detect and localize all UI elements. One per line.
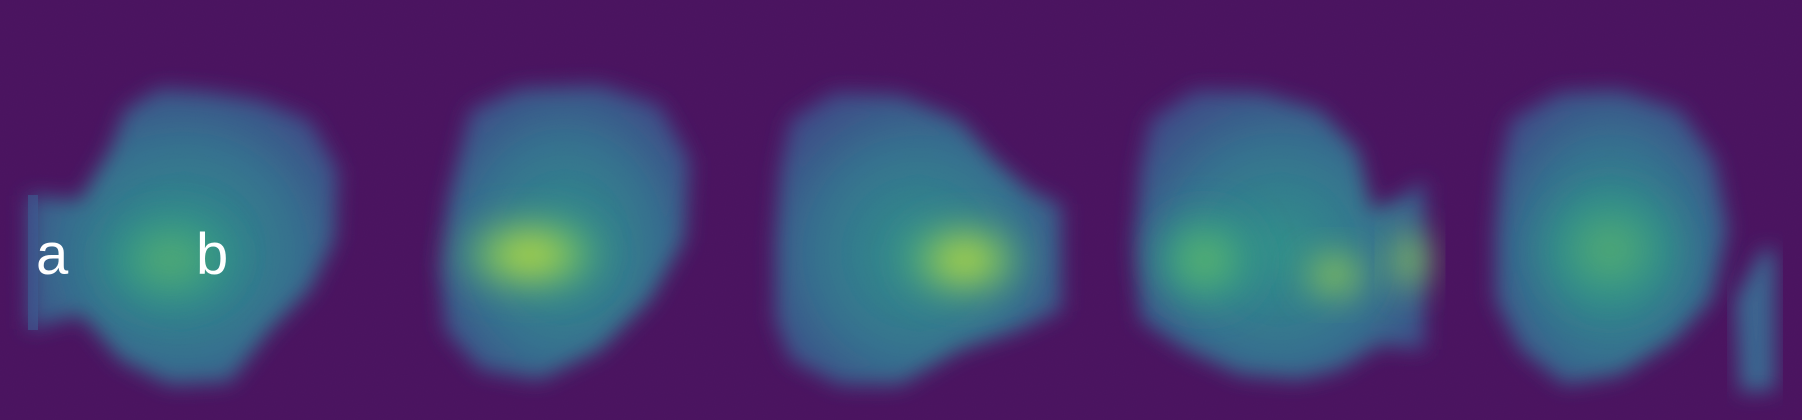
label-b: b	[196, 222, 229, 287]
label-a: a	[36, 222, 69, 287]
